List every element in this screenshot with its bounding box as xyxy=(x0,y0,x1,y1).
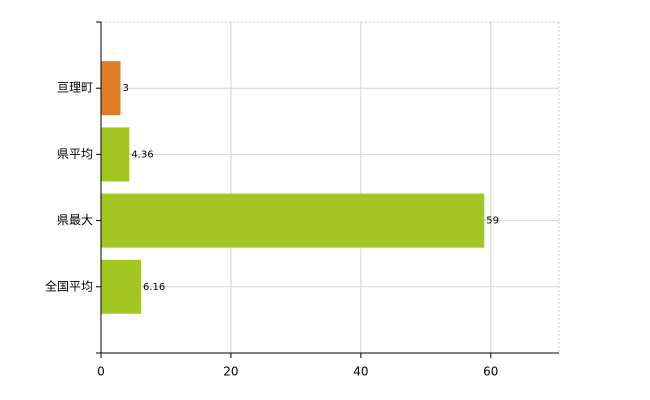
bar xyxy=(101,127,130,182)
x-tick-label: 40 xyxy=(353,365,368,379)
bar xyxy=(101,61,121,116)
x-tick-label: 60 xyxy=(483,365,498,379)
y-tick-label: 亘理町 xyxy=(57,81,93,95)
x-tick-label: 20 xyxy=(223,365,238,379)
value-label: 59 xyxy=(486,216,499,227)
bar xyxy=(101,259,142,314)
value-label: 3 xyxy=(122,83,128,94)
y-tick-label: 県平均 xyxy=(57,147,93,161)
value-label: 4.36 xyxy=(131,149,153,160)
y-tick-label: 全国平均 xyxy=(45,278,93,293)
y-tick-label: 県最大 xyxy=(57,213,93,227)
bar xyxy=(101,193,485,248)
value-label: 6.16 xyxy=(143,282,165,293)
x-tick-label: 0 xyxy=(97,365,105,379)
